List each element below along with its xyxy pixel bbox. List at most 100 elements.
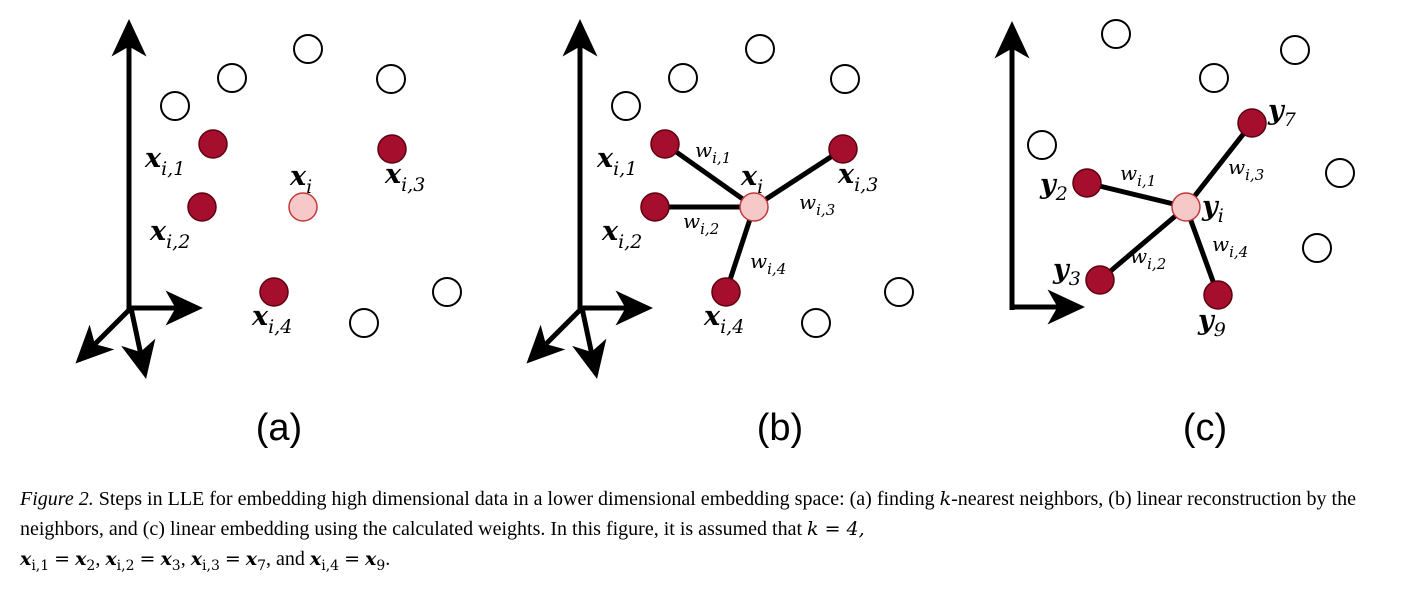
lle-figure: xi,1 xi,2 xi,3 xi,4 xi (a) <box>75 19 1355 449</box>
caption-eq4-rhs: x <box>365 548 377 570</box>
caption-eq1-lhs-sub: i,1 <box>31 558 50 574</box>
neighbor-point-1 <box>1072 168 1102 198</box>
neighbor-point-1 <box>198 129 228 159</box>
weight-edges <box>1086 121 1254 296</box>
neighbor-point-2 <box>640 192 670 222</box>
neighbor-label-4: y9 <box>1197 305 1226 341</box>
caption-eq1-rhs-sub: 2 <box>86 558 96 574</box>
panel-label-c: (c) <box>1183 407 1227 449</box>
caption-eq4-lhs: x <box>309 548 322 570</box>
neighbor-label-3: xi,3 <box>384 159 425 196</box>
other-point <box>1325 158 1355 188</box>
panel-label-b: (b) <box>757 407 803 449</box>
other-point <box>1199 63 1229 93</box>
neighbor-label-4: xi,4 <box>251 301 292 338</box>
edge-1 <box>663 141 756 210</box>
other-point <box>668 63 698 93</box>
caption-eq4-rhs-sub: 9 <box>376 558 386 574</box>
edge-1 <box>1086 180 1187 210</box>
edge-2 <box>1098 205 1188 282</box>
caption-eq4-lhs-sub: i,4 <box>321 558 340 574</box>
caption-end: . <box>385 548 391 570</box>
neighbor-label-4: xi,4 <box>703 301 744 338</box>
weight-label-4: wi,4 <box>1212 232 1248 261</box>
other-point <box>1302 233 1332 263</box>
caption-text-1: Steps in LLE for embedding high dimensio… <box>98 488 935 510</box>
edge-3 <box>1184 121 1254 209</box>
other-point <box>432 277 462 307</box>
neighbor-label-3: y7 <box>1267 95 1297 131</box>
neighbor-point-2 <box>187 192 217 222</box>
center-point <box>1171 192 1201 222</box>
neighbor-label-1: y2 <box>1039 169 1068 205</box>
caption-eq3-lhs: x <box>190 548 203 570</box>
center-label: yi <box>1201 191 1224 227</box>
neighbor-label-3: xi,3 <box>837 159 878 196</box>
other-point <box>1280 35 1310 65</box>
other-point <box>611 91 641 121</box>
neighbor-points <box>187 129 407 307</box>
edge-4 <box>723 206 757 293</box>
caption-and: , and <box>266 548 305 570</box>
weight-edges <box>655 141 845 293</box>
caption-eq3-lhs-sub: i,3 <box>202 558 220 574</box>
center-label: xi <box>289 161 312 198</box>
neighbor-point-3 <box>377 134 407 164</box>
caption-label: Figure 2. <box>20 488 94 510</box>
caption-eq1-lhs: x <box>20 548 32 570</box>
neighbor-label-2: y3 <box>1052 254 1081 290</box>
caption-eq2-rhs-sub: 3 <box>171 558 181 574</box>
panel-b: xi,1 xi,2 xi,3 xi,4 xi wi,1 wi,2 wi,3 wi… <box>526 19 914 449</box>
other-point <box>884 277 914 307</box>
caption-eq1-rhs: x <box>75 548 87 570</box>
caption-k-eq: k = 4, <box>807 518 865 540</box>
neighbor-point-4 <box>1203 280 1233 310</box>
panel-c: y2 y3 y7 y9 yi wi,1 wi,2 wi,3 wi,4 (c) <box>994 19 1355 449</box>
neighbor-points <box>640 129 858 307</box>
weight-label-3: wi,3 <box>1228 155 1264 184</box>
other-point <box>801 308 831 338</box>
figure-caption: Figure 2. Steps in LLE for embedding hig… <box>20 488 1356 574</box>
caption-eq3-rhs: x <box>245 548 258 570</box>
edge-4 <box>1183 206 1221 296</box>
weight-label-4: wi,4 <box>750 249 786 278</box>
other-point <box>293 34 323 64</box>
caption-eq3-rhs-sub: 7 <box>257 558 267 574</box>
neighbor-label-2: xi,2 <box>601 216 642 253</box>
other-point <box>745 34 775 64</box>
caption-eq2-lhs: x <box>105 548 117 570</box>
neighbor-label-1: xi,1 <box>144 143 185 180</box>
neighbor-point-2 <box>1085 265 1115 295</box>
weight-label-2: wi,2 <box>683 209 719 238</box>
caption-text-2: -nearest neighbors, (b) linear reconstru… <box>20 488 1356 540</box>
axes-2d <box>994 21 1085 325</box>
neighbor-point-4 <box>711 277 741 307</box>
neighbor-points <box>1072 108 1267 310</box>
panel-a: xi,1 xi,2 xi,3 xi,4 xi (a) <box>75 19 462 449</box>
other-points <box>1027 19 1355 263</box>
weight-label-2: wi,2 <box>1130 244 1166 273</box>
center-label: xi <box>740 161 763 198</box>
other-point <box>349 308 379 338</box>
weight-label-3: wi,3 <box>799 190 835 219</box>
other-point <box>830 64 860 94</box>
other-point <box>217 63 247 93</box>
edge-3 <box>752 146 845 210</box>
neighbor-point-3 <box>828 134 858 164</box>
caption-eq2-rhs: x <box>160 548 172 570</box>
neighbor-point-1 <box>650 129 680 159</box>
axes-3d <box>526 19 653 379</box>
caption-k: k <box>939 488 952 510</box>
other-point <box>1027 130 1057 160</box>
panel-label-a: (a) <box>256 407 302 449</box>
neighbor-label-2: xi,2 <box>149 216 190 253</box>
other-point <box>1101 19 1131 49</box>
other-points <box>611 34 914 338</box>
other-point <box>376 64 406 94</box>
axes-3d <box>75 19 203 379</box>
caption-eq2-lhs-sub: i,2 <box>116 558 135 574</box>
weight-label-1: wi,1 <box>1120 161 1156 190</box>
neighbor-label-1: xi,1 <box>596 143 637 180</box>
center-point <box>739 192 769 222</box>
other-points <box>160 34 462 338</box>
